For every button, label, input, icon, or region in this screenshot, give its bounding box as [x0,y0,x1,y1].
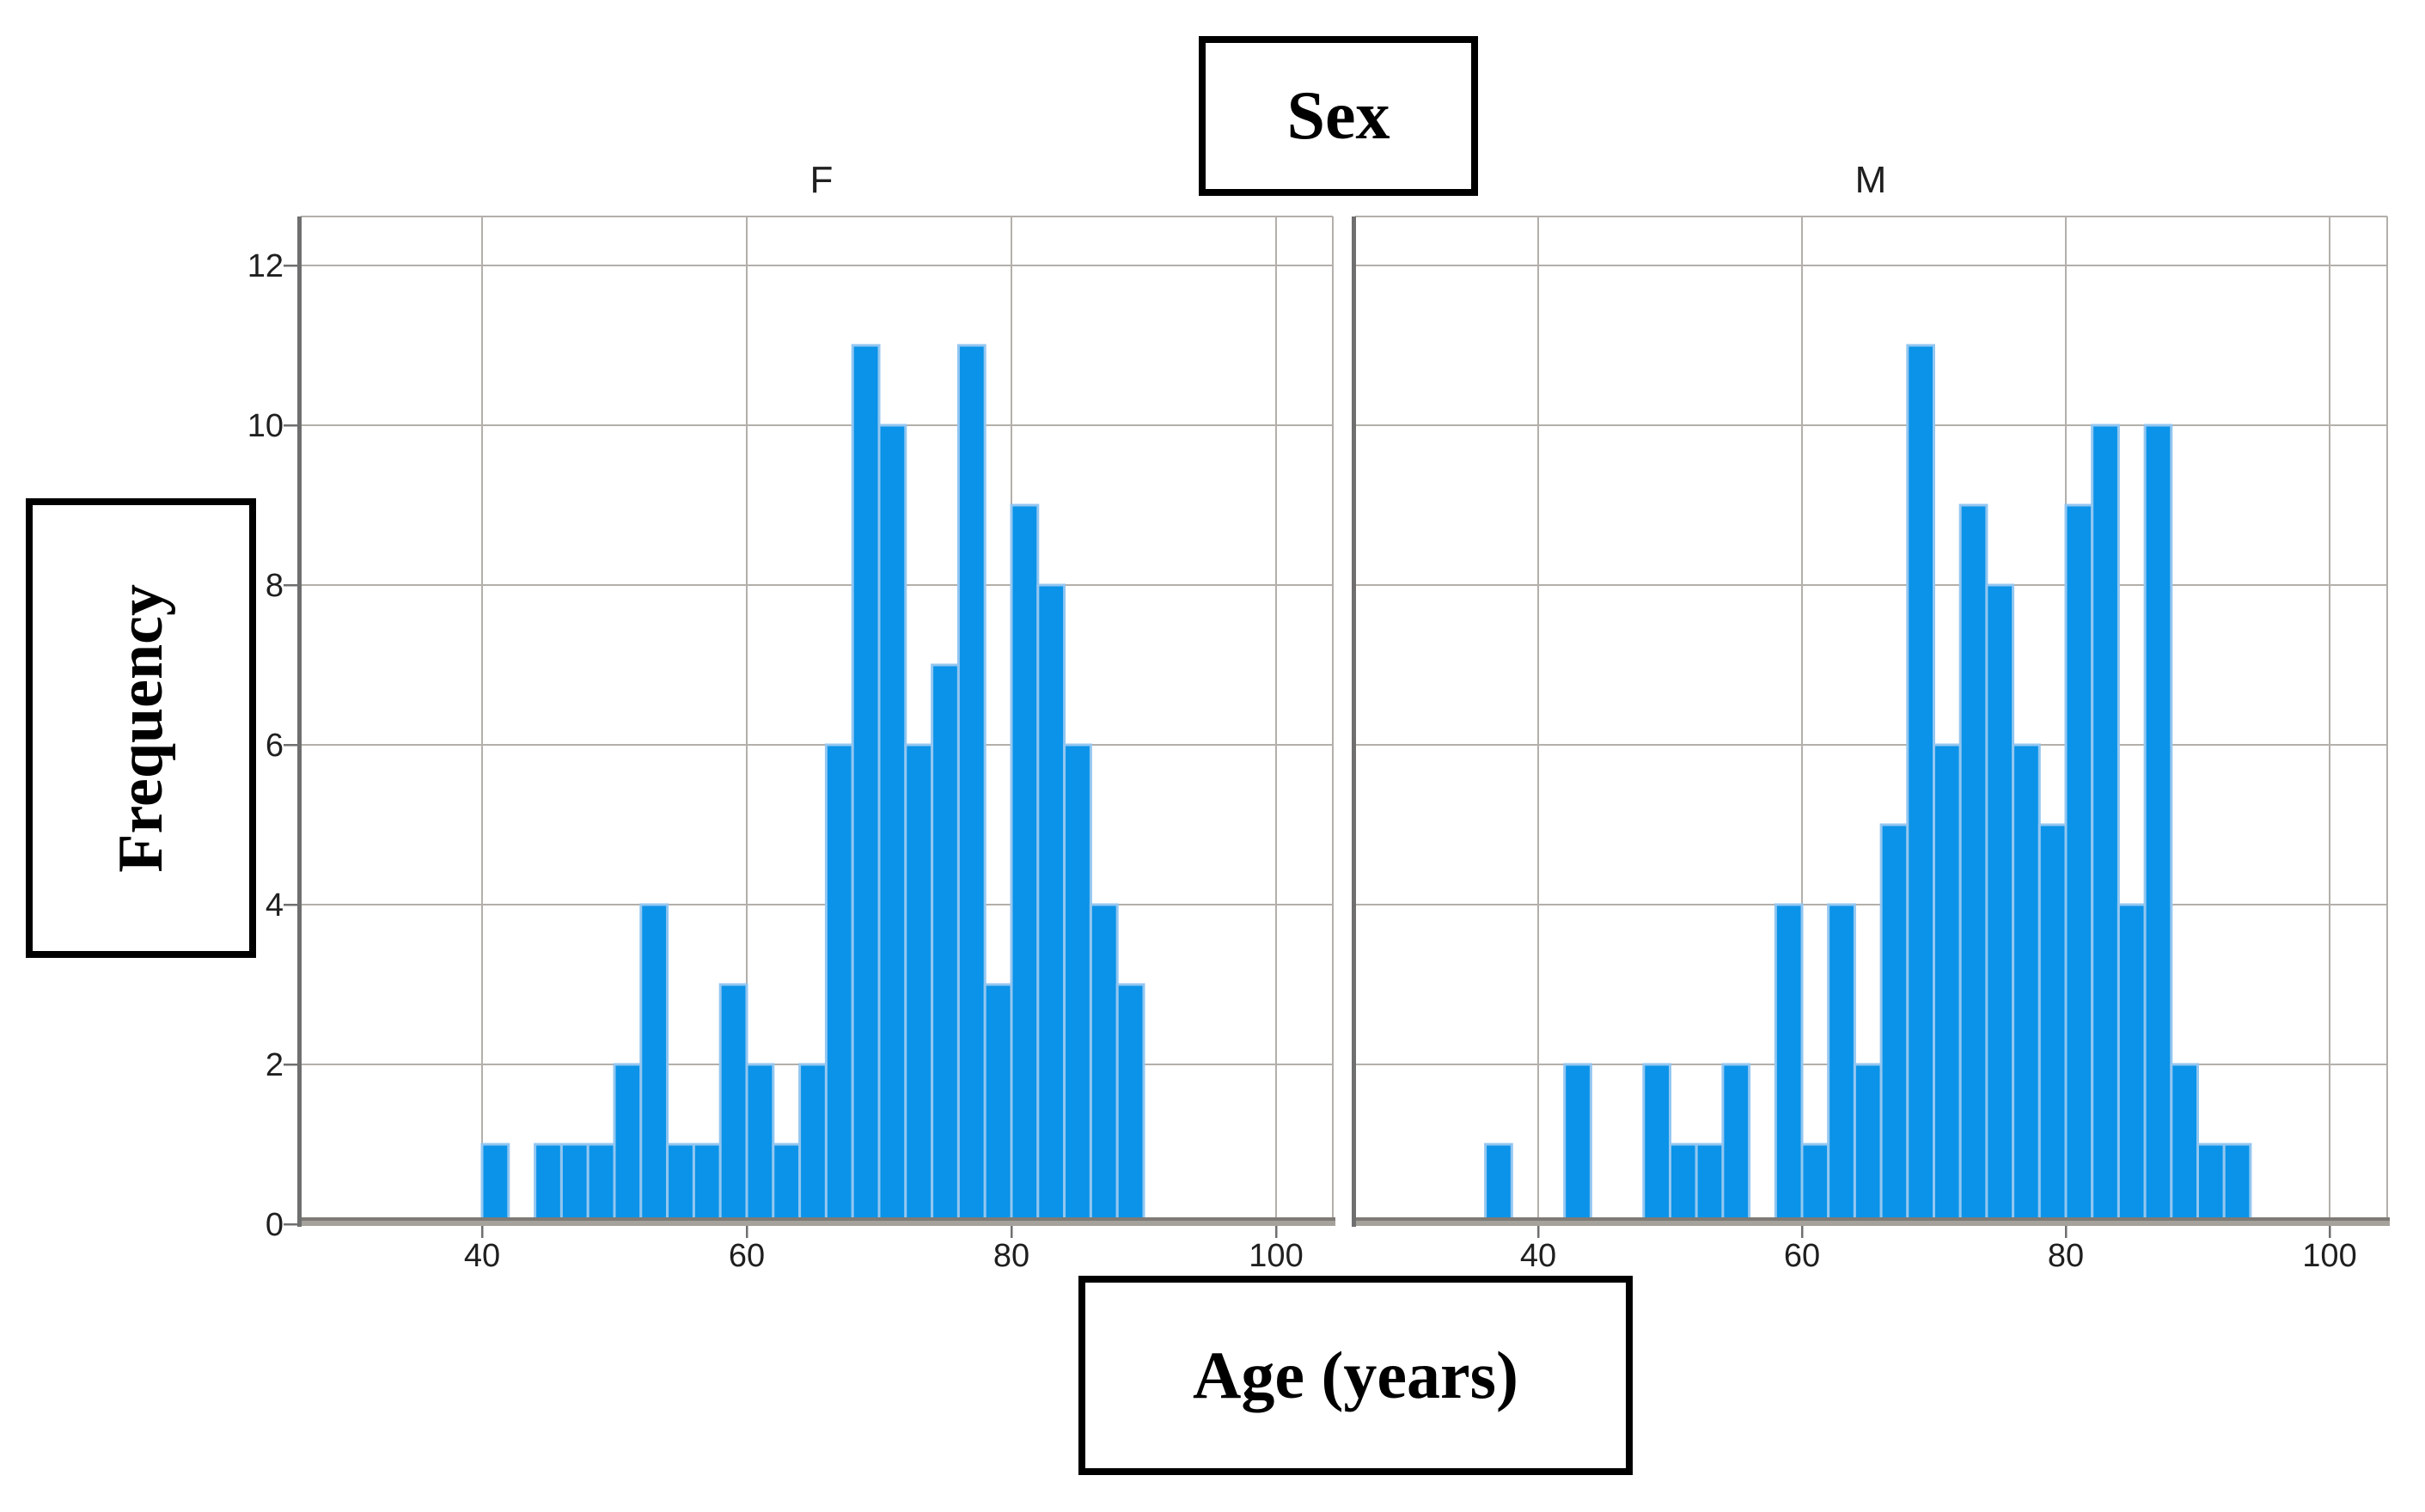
histogram-bar [2091,424,2120,1226]
facet-title-box: Sex [1199,36,1478,196]
histogram-bar [983,983,1013,1226]
x-axis-label-box: Age (years) [1078,1276,1633,1475]
y-tick-label: 2 [266,1047,284,1083]
y-tick-label: 6 [266,728,284,764]
histogram-bar [692,1143,722,1226]
histogram-bar [1484,1143,1513,1226]
histogram-bar [559,1143,589,1226]
x-tick-label: 100 [1249,1238,1303,1274]
y-axis-line [297,216,302,1227]
histogram-bar [877,424,907,1226]
histogram-bar [2117,903,2147,1226]
histogram-bar [1853,1063,1883,1226]
histogram-bar [1906,344,1936,1226]
histogram-bar [1695,1143,1725,1226]
histogram-bar [956,344,986,1226]
histogram-bar [534,1143,563,1226]
histogram-bar [1115,983,1145,1226]
histogram-bar [931,663,960,1226]
histogram-bar [586,1143,616,1226]
histogram-bar [2170,1063,2200,1226]
panel-label-female: F [809,159,834,201]
histogram-bar [1879,823,1909,1226]
y-tick-label: 12 [247,248,284,284]
x-axis-line [298,1217,1335,1221]
y-tick-label: 0 [266,1207,284,1243]
y-tick-label: 4 [266,887,284,924]
histogram-bar [1063,743,1092,1226]
histogram-bar [480,1143,510,1226]
y-axis-label: Frequency [105,583,176,873]
histogram-bar [851,344,881,1226]
histogram-bar [772,1143,802,1226]
histogram-bar [1089,903,1119,1226]
histogram-bar [718,983,748,1226]
histogram-bar [1563,1063,1592,1226]
histogram-bar [1774,903,1804,1226]
histogram-bar [2037,823,2068,1226]
x-tick-label: 40 [1520,1238,1556,1274]
histogram-bar [824,743,854,1226]
histogram-bar [2012,743,2041,1226]
x-axis-line [1353,1217,2390,1221]
x-tick-label: 60 [1784,1238,1820,1274]
x-tick-label: 80 [2048,1238,2084,1274]
x-axis-line-shadow [298,1221,1335,1226]
histogram-bar [1827,903,1856,1226]
histogram-bar [1985,583,2015,1226]
histogram-bar [1933,743,1962,1226]
x-axis-line-shadow [1353,1221,2390,1226]
x-tick-label: 60 [729,1238,765,1274]
x-tick-label: 100 [2302,1238,2356,1274]
y-axis-line [1352,216,1356,1227]
histogram-bar [1958,503,1988,1226]
histogram-bar [745,1063,775,1226]
histogram-bar [1036,583,1066,1226]
histogram-bar [613,1063,643,1226]
x-tick-label: 80 [993,1238,1029,1274]
histogram-bar [904,743,934,1226]
histogram-bar [1642,1063,1672,1226]
histogram-bar [798,1063,828,1226]
histogram-bar [639,903,669,1226]
y-tick-label: 8 [266,568,284,604]
histogram-bar [1800,1143,1830,1226]
x-tick-label: 40 [464,1238,500,1274]
histogram-bar [2143,424,2173,1226]
panel-label-male: M [1854,159,1887,201]
histogram-bar [2222,1143,2252,1226]
histogram-bar [1669,1143,1698,1226]
facet-title: Sex [1286,77,1390,154]
histogram-bar [1010,503,1040,1226]
histogram-bar [2196,1143,2226,1226]
y-tick-label: 10 [247,408,284,444]
histogram-bar [1721,1063,1751,1226]
x-axis-label: Age (years) [1193,1338,1518,1412]
y-axis-label-box: Frequency [26,498,256,958]
histogram-bar [666,1143,695,1226]
histogram-bar [2064,503,2094,1226]
